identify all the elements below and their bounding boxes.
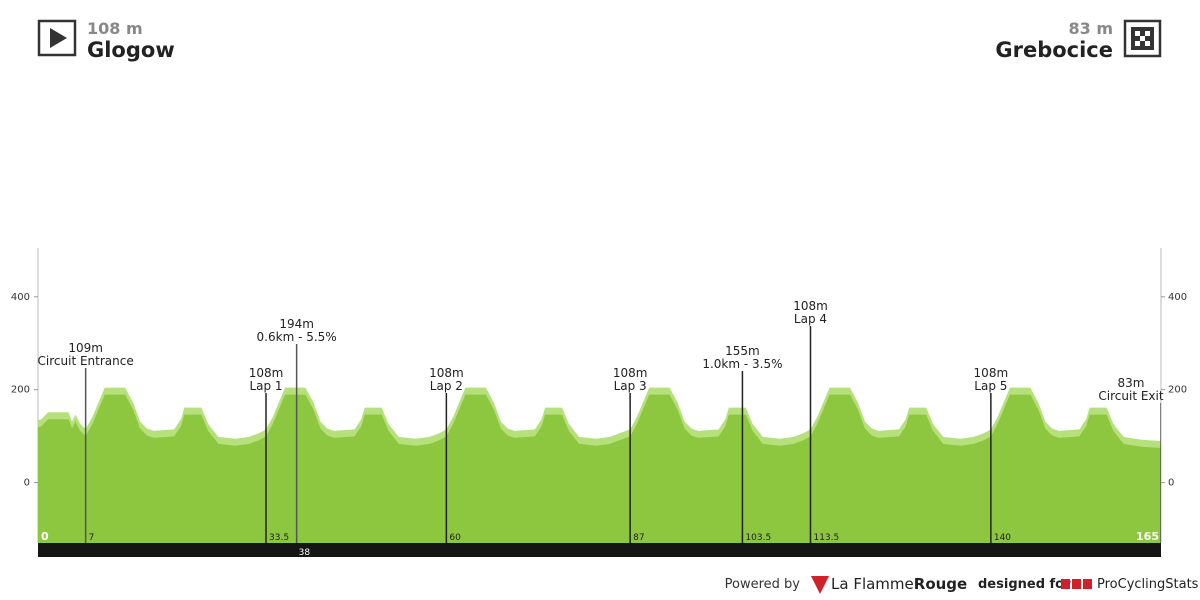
marker-km: 113.5 [813,533,839,543]
marker-value: 194m [279,317,314,331]
start-km: 0 [41,530,49,543]
bar-labels: 38 165 [299,548,1180,558]
designed-for: designed for [978,577,1071,592]
brand: La FlammeRouge [831,575,967,593]
distance-bar [38,543,1161,557]
y-tick-label: 200 [11,385,30,396]
pcs-logo [1061,579,1092,589]
finish-icon [1123,19,1162,58]
brand-light: La Flamme [831,575,914,593]
marker-name: Lap 4 [794,312,827,326]
finish-elevation: 83 m [1068,19,1113,38]
marker-km: 60 [449,533,461,543]
marker-name: Lap 3 [614,379,647,393]
marker-value: 109m [68,341,103,355]
marker-km: 33.5 [269,533,289,543]
start-name: Glogow [87,38,175,62]
profile-area [38,394,1161,543]
marker-value: 83m [1118,376,1145,390]
start-elevation: 108 m [87,19,143,38]
flamme-logo [811,576,829,594]
marker-km: 165 [1163,548,1180,558]
marker-km: 140 [994,533,1011,543]
finish-name: Grebocice [995,38,1113,62]
plot: 0 165 7 33.5 60 87 103.5 113.5 140 [38,326,1161,543]
marker-name: Lap 2 [430,379,463,393]
marker-km: 38 [299,548,311,558]
marker-value: 108m [613,366,648,380]
marker-name: 1.0km - 3.5% [702,357,782,371]
y2-tick-label: 0 [1168,478,1174,489]
y2-tick-label: 400 [1168,292,1187,303]
marker-value: 108m [249,366,284,380]
marker-name: 0.6km - 5.5% [257,330,337,344]
y-tick-label: 0 [24,478,30,489]
powered-by: Powered by [725,577,801,592]
marker-value: 108m [793,299,828,313]
brand-bold: Rouge [914,575,967,593]
marker-value: 108m [429,366,464,380]
marker-value: 108m [974,366,1009,380]
marker-name: Lap 5 [974,379,1007,393]
y-tick-label: 400 [11,292,30,303]
finish-km: 165 [1136,530,1159,543]
marker-value: 155m [725,344,760,358]
marker-name: Circuit Entrance [38,354,134,368]
marker-km: 7 [89,533,95,543]
site-name: ProCyclingStats [1097,577,1199,592]
start-icon [37,19,77,57]
y2-tick-label: 200 [1168,385,1187,396]
marker-km: 87 [633,533,644,543]
marker-name: Lap 1 [249,379,282,393]
marker-km: 103.5 [745,533,771,543]
marker-name: Circuit Exit [1098,389,1163,403]
